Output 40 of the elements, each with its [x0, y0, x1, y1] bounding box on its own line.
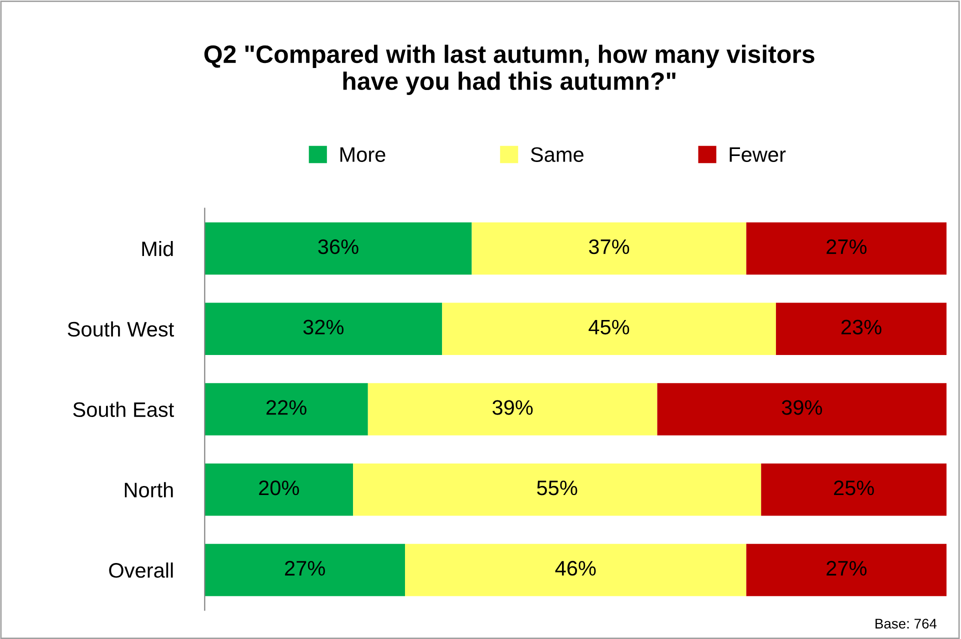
bar [204, 302, 442, 356]
bar [442, 302, 776, 356]
bar [761, 464, 947, 516]
bar [405, 544, 746, 596]
bar [657, 383, 947, 436]
bar [204, 464, 354, 516]
data-label: 37% [588, 239, 630, 254]
data-label: 22% [266, 400, 306, 415]
y-tick-label: South East [73, 402, 174, 418]
bar [776, 302, 947, 356]
data-label: 45% [588, 320, 630, 334]
data-label: 46% [555, 560, 596, 576]
bar [746, 544, 947, 596]
bar [472, 222, 746, 275]
bar [368, 383, 658, 436]
data-label: 27% [285, 560, 325, 576]
data-label: 55% [537, 480, 578, 496]
data-label: 39% [492, 400, 533, 415]
bar [204, 383, 368, 436]
data-label: 27% [826, 560, 867, 576]
bar [353, 464, 762, 516]
legend-label: Same [530, 147, 584, 162]
legend-label: Fewer [730, 147, 786, 162]
y-tick-label: Overall [109, 562, 173, 578]
text: Base: 764 [876, 618, 937, 629]
data-label: 32% [303, 320, 344, 334]
y-tick-label: North [124, 482, 173, 498]
bar [204, 544, 406, 596]
bar [746, 222, 947, 275]
y-tick-label: Mid [142, 240, 173, 256]
data-label: 20% [259, 480, 299, 496]
bar [204, 222, 472, 275]
data-label: 25% [834, 480, 874, 496]
data-label: 36% [318, 239, 358, 254]
data-label: 39% [782, 400, 822, 415]
y-tick-label: South West [68, 321, 174, 337]
data-label: 23% [841, 320, 882, 334]
chart-title: Q2 "Compared with last autumn, how many visitors have you had this autumn?" [204, 44, 814, 95]
legend-label: More [340, 147, 386, 162]
data-label: 27% [826, 239, 867, 254]
